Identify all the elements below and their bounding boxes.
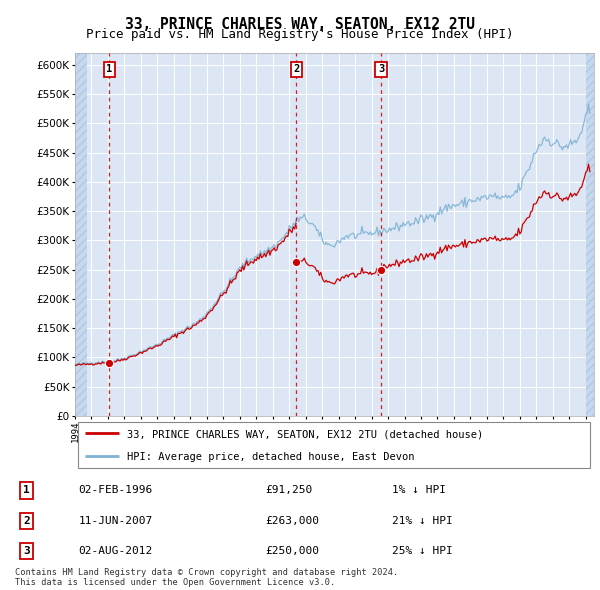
Text: 11-JUN-2007: 11-JUN-2007 — [78, 516, 152, 526]
FancyBboxPatch shape — [77, 422, 590, 468]
Text: 02-AUG-2012: 02-AUG-2012 — [78, 546, 152, 556]
Text: 1% ↓ HPI: 1% ↓ HPI — [392, 486, 446, 496]
Text: 1: 1 — [106, 64, 113, 74]
Text: 1: 1 — [23, 486, 30, 496]
Text: £263,000: £263,000 — [265, 516, 319, 526]
Text: 25% ↓ HPI: 25% ↓ HPI — [392, 546, 453, 556]
Text: Contains HM Land Registry data © Crown copyright and database right 2024.
This d: Contains HM Land Registry data © Crown c… — [15, 568, 398, 587]
Text: 33, PRINCE CHARLES WAY, SEATON, EX12 2TU (detached house): 33, PRINCE CHARLES WAY, SEATON, EX12 2TU… — [127, 429, 483, 439]
Text: Price paid vs. HM Land Registry's House Price Index (HPI): Price paid vs. HM Land Registry's House … — [86, 28, 514, 41]
Text: 2: 2 — [23, 516, 30, 526]
Text: HPI: Average price, detached house, East Devon: HPI: Average price, detached house, East… — [127, 453, 415, 463]
Text: 33, PRINCE CHARLES WAY, SEATON, EX12 2TU: 33, PRINCE CHARLES WAY, SEATON, EX12 2TU — [125, 17, 475, 31]
Text: 2: 2 — [293, 64, 299, 74]
Text: £91,250: £91,250 — [265, 486, 313, 496]
Text: 3: 3 — [23, 546, 30, 556]
Text: 02-FEB-1996: 02-FEB-1996 — [78, 486, 152, 496]
Text: £250,000: £250,000 — [265, 546, 319, 556]
Text: 21% ↓ HPI: 21% ↓ HPI — [392, 516, 453, 526]
Text: 3: 3 — [378, 64, 384, 74]
